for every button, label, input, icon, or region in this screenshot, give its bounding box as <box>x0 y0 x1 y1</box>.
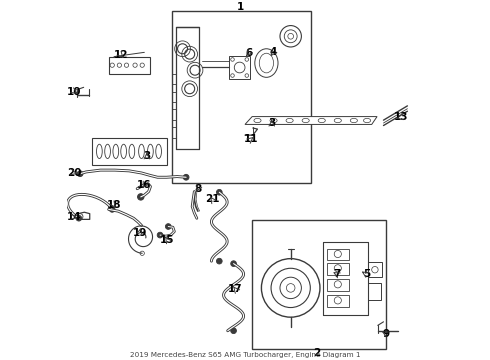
Bar <box>327 279 348 291</box>
Text: 10: 10 <box>67 87 82 96</box>
Bar <box>368 262 382 277</box>
Bar <box>327 296 348 307</box>
Ellipse shape <box>129 144 135 158</box>
Bar <box>92 138 167 165</box>
Bar <box>327 249 348 260</box>
Text: 2: 2 <box>313 348 320 358</box>
Text: 7: 7 <box>333 269 341 279</box>
Circle shape <box>183 174 189 180</box>
Bar <box>368 283 381 300</box>
Ellipse shape <box>121 144 126 158</box>
Text: 3: 3 <box>268 118 275 128</box>
Ellipse shape <box>334 118 342 123</box>
Bar <box>172 11 311 183</box>
Text: 21: 21 <box>205 194 220 204</box>
Text: 2019 Mercedes-Benz S65 AMG Turbocharger, Engine Diagram 1: 2019 Mercedes-Benz S65 AMG Turbocharger,… <box>130 352 360 358</box>
Text: 15: 15 <box>160 235 174 245</box>
Text: 8: 8 <box>194 184 201 194</box>
Bar <box>327 263 348 275</box>
Ellipse shape <box>318 118 325 123</box>
Ellipse shape <box>254 118 261 123</box>
Circle shape <box>76 215 82 221</box>
Ellipse shape <box>255 49 278 77</box>
Polygon shape <box>245 117 377 125</box>
Text: 14: 14 <box>66 212 81 222</box>
Circle shape <box>217 189 222 195</box>
Text: 17: 17 <box>228 284 243 294</box>
Text: 18: 18 <box>106 200 121 210</box>
Ellipse shape <box>350 118 357 123</box>
Text: 1: 1 <box>237 2 245 12</box>
Ellipse shape <box>286 118 293 123</box>
Ellipse shape <box>302 118 309 123</box>
Circle shape <box>231 328 237 334</box>
Text: 16: 16 <box>137 180 151 190</box>
Circle shape <box>166 224 171 229</box>
Ellipse shape <box>97 144 102 158</box>
Circle shape <box>157 232 163 238</box>
Ellipse shape <box>139 144 145 158</box>
Text: 13: 13 <box>394 112 409 122</box>
Circle shape <box>138 194 144 200</box>
Ellipse shape <box>105 144 110 158</box>
Ellipse shape <box>147 144 153 158</box>
Ellipse shape <box>270 118 277 123</box>
Text: 4: 4 <box>270 47 277 57</box>
Circle shape <box>217 258 222 264</box>
Bar <box>252 220 386 348</box>
Ellipse shape <box>259 53 273 73</box>
Text: 3: 3 <box>143 151 150 161</box>
Ellipse shape <box>113 144 119 158</box>
Text: 11: 11 <box>244 134 259 144</box>
Circle shape <box>109 207 115 212</box>
Text: 6: 6 <box>245 48 252 58</box>
Ellipse shape <box>156 144 162 158</box>
Text: 5: 5 <box>363 269 370 279</box>
Bar <box>229 56 250 79</box>
Text: 12: 12 <box>114 50 128 60</box>
Circle shape <box>77 171 83 176</box>
Text: 9: 9 <box>382 329 390 339</box>
Ellipse shape <box>364 118 370 123</box>
Text: 20: 20 <box>67 168 82 178</box>
Bar <box>109 57 150 74</box>
Circle shape <box>231 261 237 266</box>
Text: 19: 19 <box>132 228 147 238</box>
